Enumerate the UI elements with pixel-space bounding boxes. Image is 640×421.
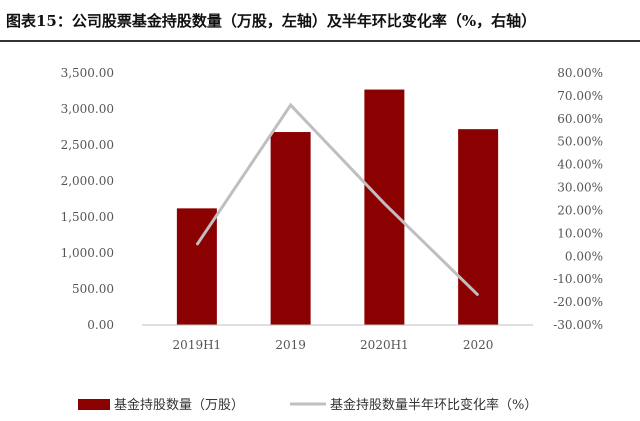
right-tick-label: -20.00% (553, 295, 603, 309)
bar-2019H1 (176, 208, 217, 325)
left-tick-label: 500.00 (72, 282, 114, 296)
legend-bar-swatch (78, 399, 110, 410)
left-tick-label: 2,500.00 (61, 138, 114, 152)
left-tick-label: 2,000.00 (61, 174, 114, 188)
x-tick-label: 2019H1 (173, 338, 222, 352)
right-axis: -30.00% -20.00% -10.00% 0.00% 10.00% 20.00% 30… (553, 66, 603, 332)
figure-title-bar: 图表15：公司股票基金持股数量（万股，左轴）及半年环比变化率（%，右轴） (0, 0, 640, 40)
right-tick-label: 40.00% (557, 158, 603, 172)
left-tick-label: 3,500.00 (61, 66, 114, 80)
line-point-2020H1 (383, 203, 385, 205)
bar-2020H1 (364, 89, 405, 325)
legend-bar-label: 基金持股数量（万股） (114, 397, 244, 413)
left-axis: 0.00 500.00 1,000.00 1,500.00 2,000.00 2,500.… (61, 66, 114, 332)
line-point-2019 (290, 104, 292, 106)
right-tick-label: -10.00% (553, 272, 603, 286)
left-tick-label: 3,000.00 (61, 102, 114, 116)
x-tick-label: 2020 (463, 338, 494, 352)
bar-2019 (270, 132, 311, 325)
right-tick-label: 60.00% (557, 112, 603, 126)
right-tick-label: 80.00% (557, 66, 603, 80)
x-tick-label: 2019 (275, 338, 306, 352)
figure-title: 图表15：公司股票基金持股数量（万股，左轴）及半年环比变化率（%，右轴） (6, 12, 537, 30)
right-tick-label: 20.00% (557, 203, 603, 217)
right-tick-label: 0.00% (565, 249, 603, 263)
left-tick-label: 0.00 (87, 318, 114, 332)
line-point-2019H1 (196, 244, 198, 246)
left-tick-label: 1,500.00 (61, 210, 114, 224)
line-point-2020 (477, 294, 479, 296)
bar-2020 (458, 129, 499, 325)
right-tick-label: 70.00% (557, 89, 603, 103)
change-rate-line (195, 102, 480, 297)
right-tick-label: 50.00% (557, 135, 603, 149)
right-tick-label: 30.00% (557, 181, 603, 195)
bar-series (176, 89, 499, 325)
legend[interactable]: 基金持股数量（万股） 基金持股数量半年环比变化率（%） (78, 397, 537, 413)
x-tick-label: 2020H1 (360, 338, 409, 352)
left-tick-label: 1,000.00 (61, 246, 114, 260)
right-tick-label: -30.00% (553, 318, 603, 332)
legend-line-label: 基金持股数量半年环比变化率（%） (330, 397, 537, 413)
title-divider (0, 40, 640, 42)
x-axis: 2019H1 2019 2020H1 2020 (142, 324, 533, 352)
line-series (195, 102, 480, 297)
right-tick-label: 10.00% (557, 226, 603, 240)
